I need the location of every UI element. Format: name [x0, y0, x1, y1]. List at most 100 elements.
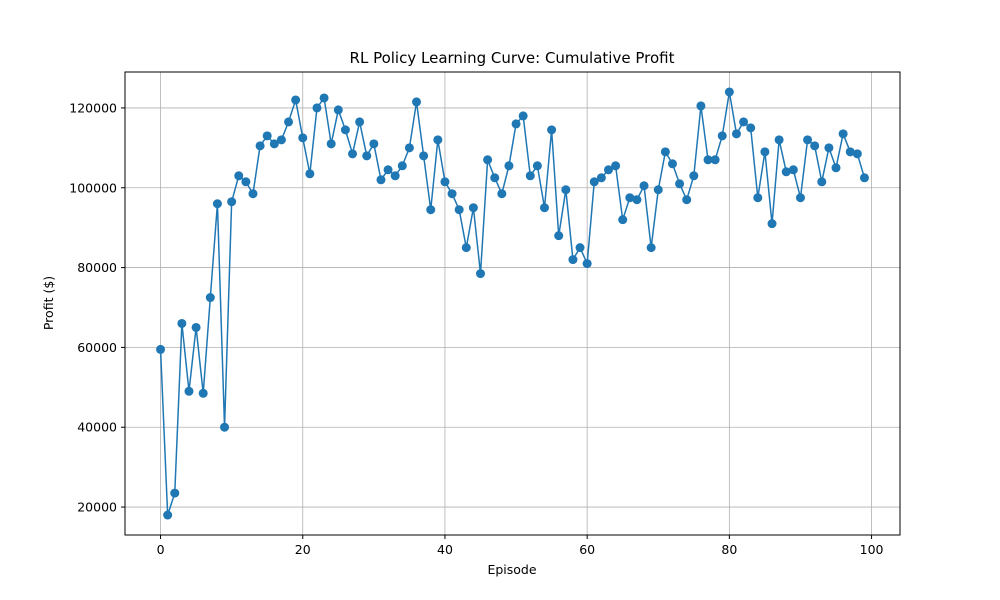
data-point [539, 203, 549, 213]
data-point [838, 129, 848, 139]
data-point [376, 175, 386, 185]
data-point [276, 135, 286, 145]
data-point [703, 155, 713, 165]
x-tick-label: 40 [437, 542, 453, 557]
data-point [689, 171, 699, 181]
data-point [710, 155, 720, 165]
data-point [426, 205, 436, 215]
data-point [497, 189, 507, 199]
data-point [696, 101, 706, 111]
y-tick-label: 20000 [77, 500, 117, 515]
data-point [504, 161, 514, 171]
data-point [319, 93, 329, 103]
data-point [227, 197, 237, 207]
x-axis-label: Episode [487, 562, 536, 577]
data-point [362, 151, 372, 161]
data-point [170, 488, 180, 498]
data-point [675, 179, 685, 189]
data-point [753, 193, 763, 203]
data-point [447, 189, 457, 199]
x-tick-label: 80 [721, 542, 737, 557]
data-point [554, 231, 564, 241]
data-point [220, 422, 230, 432]
data-point [397, 161, 407, 171]
data-point [326, 139, 336, 149]
data-point [547, 125, 557, 135]
data-point [177, 318, 187, 328]
y-tick-label: 120000 [69, 100, 117, 115]
data-point [255, 141, 265, 151]
data-point [490, 173, 500, 183]
data-point [205, 293, 215, 303]
data-point [383, 165, 393, 175]
data-point [767, 219, 777, 229]
data-point [284, 117, 294, 127]
data-point [312, 103, 322, 113]
data-point [625, 193, 635, 203]
data-point [575, 243, 585, 253]
data-point [760, 147, 770, 157]
data-point [739, 117, 749, 127]
data-point [163, 510, 173, 520]
y-tick-label: 40000 [77, 420, 117, 435]
x-tick-label: 20 [295, 542, 311, 557]
data-point [333, 105, 343, 115]
data-point [212, 199, 222, 209]
data-point [269, 139, 279, 149]
data-point [483, 155, 493, 165]
data-point [440, 177, 450, 187]
data-point [803, 135, 813, 145]
data-point [234, 171, 244, 181]
data-point [468, 203, 478, 213]
x-tick-label: 0 [157, 542, 165, 557]
data-point [404, 143, 414, 153]
data-point [156, 344, 166, 354]
data-point [795, 193, 805, 203]
data-point [646, 243, 656, 253]
data-point [639, 181, 649, 191]
data-point [355, 117, 365, 127]
data-point [198, 388, 208, 398]
x-axis: 0 20 40 60 80 100 [157, 535, 884, 557]
data-point [596, 173, 606, 183]
data-point [724, 87, 734, 97]
data-point [184, 386, 194, 396]
data-point [682, 195, 692, 205]
data-point [248, 189, 258, 199]
data-point [433, 135, 443, 145]
data-point [845, 147, 855, 157]
data-point [788, 165, 798, 175]
data-point [476, 269, 486, 279]
data-point [291, 95, 301, 105]
data-point [817, 177, 827, 187]
data-point [781, 167, 791, 177]
data-point [340, 125, 350, 135]
chart-title: RL Policy Learning Curve: Cumulative Pro… [350, 49, 675, 67]
data-point [461, 243, 471, 253]
plot-frame [124, 71, 901, 536]
data-point [262, 131, 272, 141]
series-layer [156, 87, 869, 520]
x-tick-label: 100 [860, 542, 884, 557]
x-tick-label: 60 [579, 542, 595, 557]
data-point [611, 161, 621, 171]
data-point [412, 97, 422, 107]
data-point [810, 141, 820, 151]
data-point [746, 123, 756, 133]
y-axis-label: Profit ($) [41, 276, 56, 330]
data-point [568, 255, 578, 265]
data-point [390, 171, 400, 181]
data-point [241, 177, 251, 187]
data-point [518, 111, 528, 121]
data-point [525, 171, 535, 181]
data-point [454, 205, 464, 215]
data-point [582, 259, 592, 269]
data-point [305, 169, 315, 179]
data-point [589, 177, 599, 187]
data-point [731, 129, 741, 139]
data-point [774, 135, 784, 145]
data-point [852, 149, 862, 159]
data-point [717, 131, 727, 141]
data-point [419, 151, 429, 161]
